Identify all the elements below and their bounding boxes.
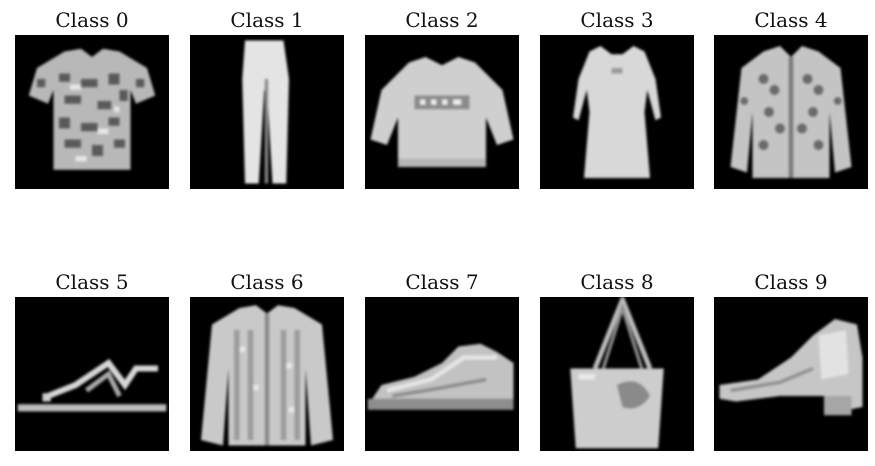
pullover-image	[365, 35, 519, 189]
panel-title: Class 6	[230, 270, 304, 294]
panel-title: Class 1	[230, 8, 304, 32]
panel-title: Class 2	[405, 8, 479, 32]
panel-class-6: Class 6	[190, 269, 344, 451]
sandal-image	[15, 297, 169, 451]
panel-title: Class 7	[405, 270, 479, 294]
tshirt-image	[15, 35, 169, 189]
panel-title: Class 8	[580, 270, 654, 294]
panel-class-5: Class 5	[15, 269, 169, 451]
panel-title: Class 9	[754, 270, 828, 294]
panel-class-9: Class 9	[714, 269, 868, 451]
ankle-boot-image	[714, 297, 868, 451]
sneaker-image	[365, 297, 519, 451]
panel-title: Class 5	[55, 270, 129, 294]
dress-image	[540, 35, 694, 189]
bag-image	[540, 297, 694, 451]
panel-class-4: Class 4	[714, 7, 868, 189]
panel-class-8: Class 8	[540, 269, 694, 451]
panel-class-3: Class 3	[540, 7, 694, 189]
panel-class-2: Class 2	[365, 7, 519, 189]
panel-title: Class 0	[55, 8, 129, 32]
panel-class-0: Class 0	[15, 7, 169, 189]
coat-image	[714, 35, 868, 189]
panel-title: Class 4	[754, 8, 828, 32]
panel-class-7: Class 7	[365, 269, 519, 451]
shirt-image	[190, 297, 344, 451]
panel-title: Class 3	[580, 8, 654, 32]
trouser-image	[190, 35, 344, 189]
panel-class-1: Class 1	[190, 7, 344, 189]
